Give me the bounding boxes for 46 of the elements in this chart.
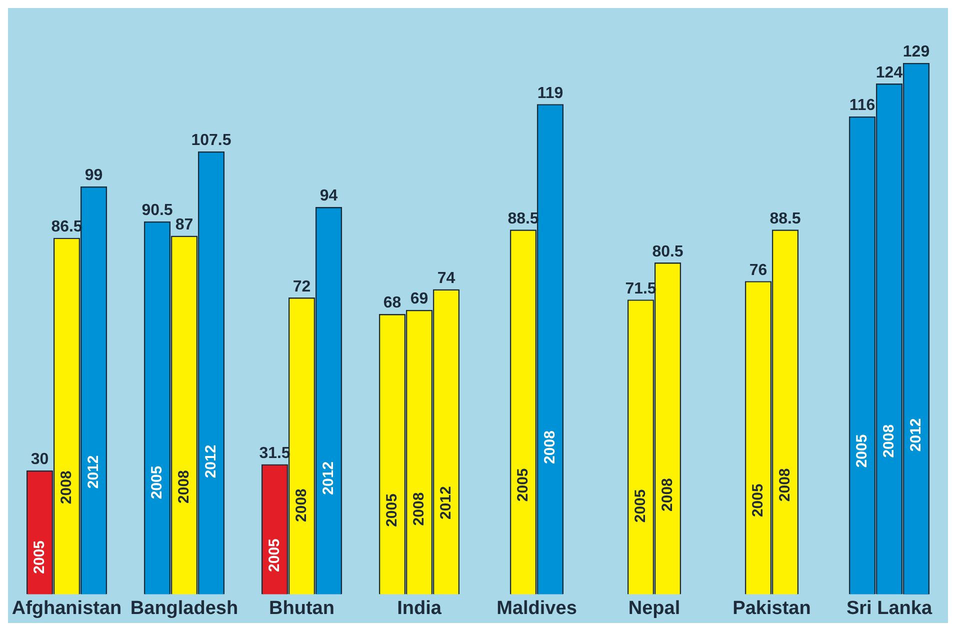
text: 2008 <box>880 424 898 458</box>
data-label: 30 <box>30 451 49 468</box>
data-label: 72 <box>292 278 311 296</box>
text: 2005 <box>383 494 400 527</box>
x-tick-label: Bhutan <box>269 598 334 619</box>
text: 2005 <box>30 540 48 574</box>
text: 2008 <box>541 430 558 464</box>
x-tick-label: Afghanistan <box>12 598 122 619</box>
data-label: 88.5 <box>770 210 801 228</box>
text: 2008 <box>658 478 676 512</box>
text: 2008 <box>292 488 310 522</box>
data-label: 119 <box>537 84 564 102</box>
data-label: 80.5 <box>652 243 684 260</box>
data-label: 94 <box>320 188 338 205</box>
data-label: 99 <box>84 167 103 184</box>
text: 2005 <box>266 538 283 572</box>
data-label: 129 <box>902 44 930 61</box>
text: 2012 <box>84 455 102 489</box>
x-tick-label: India <box>397 598 442 619</box>
text: 2008 <box>410 492 428 526</box>
x-tick-label: Pakistan <box>732 598 811 619</box>
text: 2008 <box>58 470 75 504</box>
text: 2005 <box>749 484 766 518</box>
series-label: 2005 <box>148 466 166 500</box>
text: 2012 <box>907 418 924 452</box>
series-label: 2008 <box>175 470 192 504</box>
data-label: 107.5 <box>191 132 232 150</box>
text: 2012 <box>437 486 454 520</box>
data-label: 87 <box>175 216 194 234</box>
text: 2005 <box>632 489 649 523</box>
series-label: 2012 <box>202 444 220 478</box>
x-tick-label: Bangladesh <box>130 598 238 619</box>
x-tick-label: Maldives <box>496 598 577 619</box>
text: 2012 <box>320 461 337 495</box>
data-label: 124 <box>876 64 903 82</box>
text: 2008 <box>776 468 794 502</box>
x-tick-label: Nepal <box>628 598 680 619</box>
data-label: 76 <box>749 262 768 279</box>
data-label: 116 <box>849 97 876 114</box>
text: 2005 <box>514 468 532 502</box>
data-label: 74 <box>437 270 456 288</box>
data-label: 68 <box>383 294 402 312</box>
text: 2005 <box>853 434 870 468</box>
data-label: 90.5 <box>142 202 173 220</box>
data-label: 69 <box>410 290 428 308</box>
x-tick-label: Sri Lanka <box>846 598 932 619</box>
